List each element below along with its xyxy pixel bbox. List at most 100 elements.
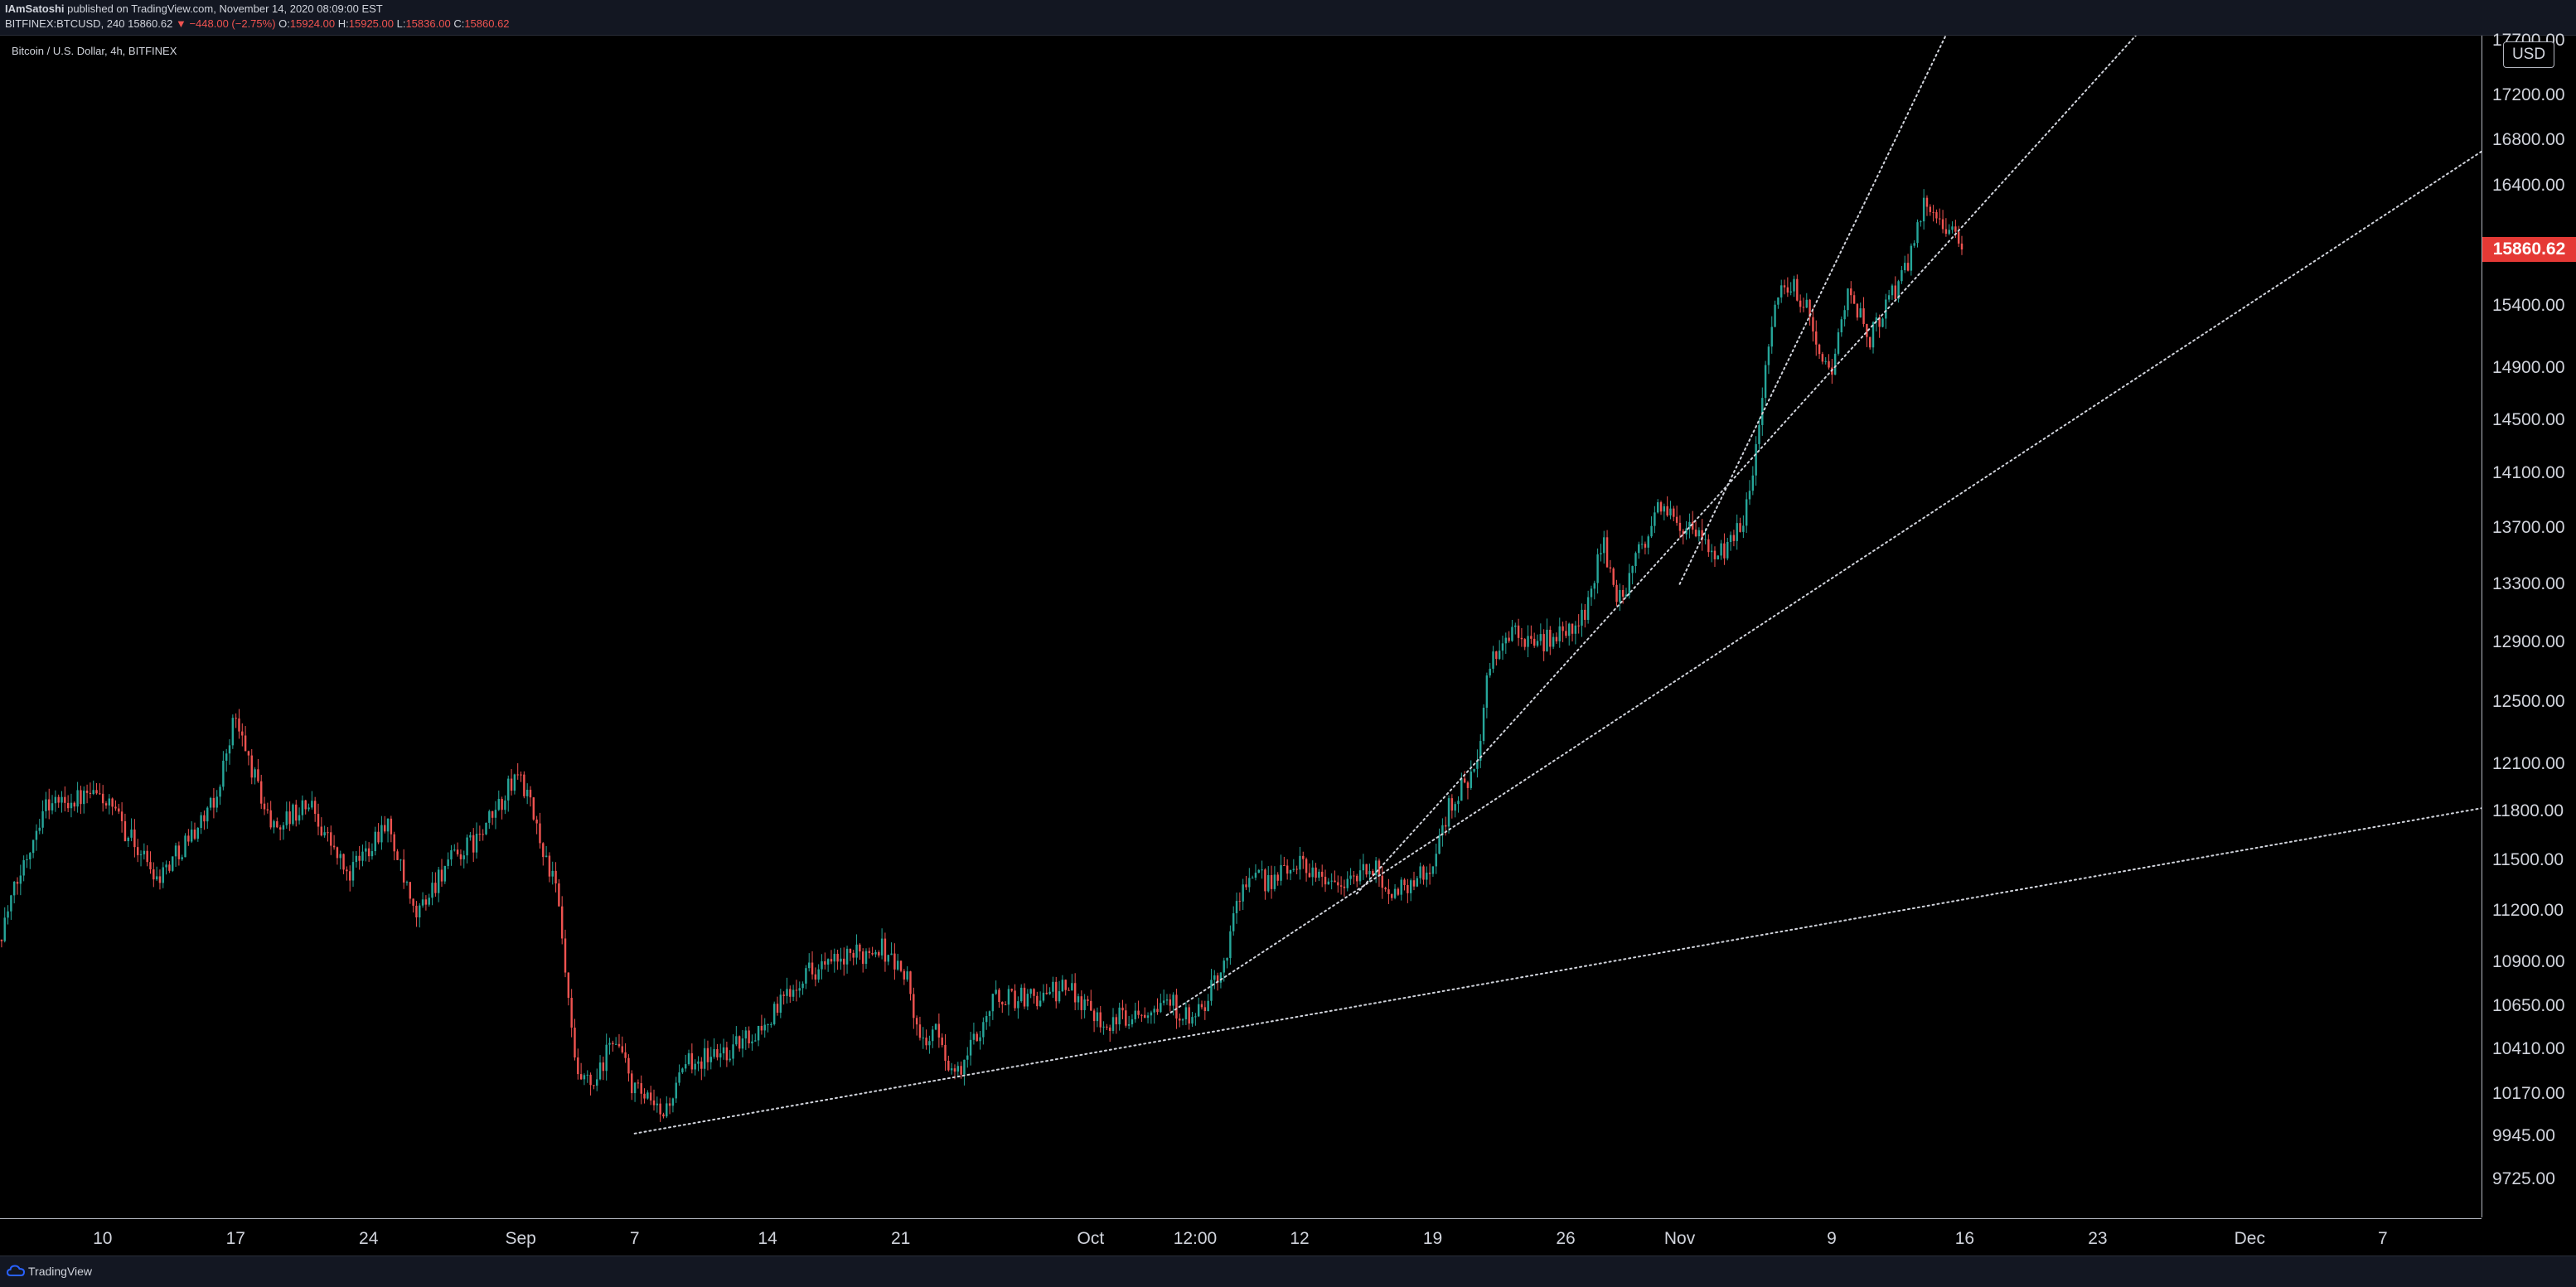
candle-body xyxy=(1729,535,1732,542)
candle-body xyxy=(985,1016,988,1023)
candle-body xyxy=(3,917,6,941)
candle-body xyxy=(767,1023,769,1025)
candle-body xyxy=(143,850,146,854)
candle-body xyxy=(1416,878,1419,887)
time-tick-label: 17 xyxy=(225,1229,245,1248)
candle-body xyxy=(127,837,129,842)
candle-body xyxy=(1504,637,1508,644)
symbol-line: BITFINEX:BTCUSD, 240 xyxy=(5,17,125,30)
candle-body xyxy=(1052,981,1054,992)
candle-body xyxy=(579,1074,583,1080)
candle-body xyxy=(64,796,66,803)
candle-body xyxy=(1010,989,1013,991)
candle-body xyxy=(868,951,871,953)
candle-body xyxy=(950,1068,953,1071)
candle-body xyxy=(1901,270,1903,282)
candle-body xyxy=(1663,506,1666,512)
candle-body xyxy=(250,755,253,778)
price-tick-label: 16800.00 xyxy=(2492,130,2565,150)
candle-body xyxy=(193,829,196,839)
candle-body xyxy=(399,859,402,861)
candle-body xyxy=(1920,221,1922,223)
candle-body xyxy=(35,830,38,840)
candle-body xyxy=(85,791,89,793)
candle-body xyxy=(1742,525,1745,532)
candle-body xyxy=(1536,641,1539,646)
candle-body xyxy=(1878,317,1881,327)
candle-body xyxy=(1257,869,1260,873)
candle-body xyxy=(1881,318,1884,327)
candle-body xyxy=(1387,889,1390,894)
candle-body xyxy=(529,789,532,798)
candle-body xyxy=(174,845,177,857)
candle-body xyxy=(643,1093,646,1099)
tradingview-brand[interactable]: TradingView xyxy=(28,1265,93,1278)
candle-body xyxy=(434,883,437,893)
candle-body xyxy=(1004,1004,1007,1005)
last-value: 15860.62 xyxy=(128,17,173,30)
candle-body xyxy=(735,1036,738,1045)
candle-body xyxy=(215,796,218,808)
candlestick-chart[interactable] xyxy=(0,36,2482,1217)
candle-body xyxy=(285,811,288,825)
time-tick-label: 26 xyxy=(1556,1229,1576,1248)
candle-body xyxy=(462,855,465,859)
candle-body xyxy=(1029,989,1032,994)
candle-body xyxy=(374,831,376,852)
candle-body xyxy=(770,1023,772,1025)
candle-body xyxy=(1087,999,1089,1001)
time-tick-label: 12:00 xyxy=(1173,1229,1218,1248)
price-axis[interactable]: 17700.00 17200.00 16800.00 16400.00 15400.00… xyxy=(2482,31,2576,1217)
candle-body xyxy=(893,953,896,970)
candle-body xyxy=(380,825,383,843)
candle-body xyxy=(878,951,880,956)
candle-body xyxy=(1232,913,1235,931)
candle-body xyxy=(884,938,887,962)
candle-body xyxy=(1897,281,1900,299)
candle-body xyxy=(1520,637,1523,640)
candle-body xyxy=(1248,878,1251,888)
candle-body xyxy=(485,822,487,835)
low-label: L: xyxy=(396,17,406,30)
candle-body xyxy=(532,797,535,820)
candle-body xyxy=(311,801,313,808)
footer: TradingView xyxy=(0,1256,2576,1287)
candle-body xyxy=(1283,864,1286,866)
candle-body xyxy=(1523,639,1526,647)
candle-body xyxy=(1799,300,1802,307)
candle-body xyxy=(450,849,453,860)
currency-badge[interactable]: USD xyxy=(2503,41,2554,68)
candle-body xyxy=(963,1059,966,1075)
candle-body xyxy=(1619,589,1621,602)
candle-body xyxy=(54,796,57,804)
candle-body xyxy=(453,849,456,851)
candle-body xyxy=(1650,525,1653,537)
candle-body xyxy=(520,774,522,776)
candle-body xyxy=(1600,553,1602,554)
candle-body xyxy=(80,790,82,805)
candle-body xyxy=(1761,398,1764,425)
candle-body xyxy=(1213,975,1216,980)
candle-body xyxy=(1767,346,1770,365)
candle-body xyxy=(1866,323,1868,337)
candle-body xyxy=(1431,866,1435,874)
candle-body xyxy=(1146,1015,1150,1018)
candle-body xyxy=(1571,623,1574,634)
candle-body xyxy=(327,832,329,834)
candle-body xyxy=(1096,1012,1099,1022)
candle-body xyxy=(684,1064,687,1069)
candle-body xyxy=(1264,869,1266,892)
time-tick-label: 7 xyxy=(2377,1229,2388,1248)
candle-body xyxy=(1675,516,1678,523)
candle-body xyxy=(478,834,482,835)
candle-body xyxy=(351,862,355,881)
candle-body xyxy=(570,998,573,1028)
candle-body xyxy=(937,1023,941,1038)
time-axis[interactable]: 10 17 24 Sep 7 14 21 Oct 12:00 12 19 26 Nov 9 16 23 Dec 7 xyxy=(0,1218,2482,1256)
author-name[interactable]: IAmSatoshi xyxy=(5,2,65,15)
candle-body xyxy=(1077,996,1080,1003)
candle-body xyxy=(1318,871,1320,878)
candle-body xyxy=(1847,288,1849,311)
candle-body xyxy=(1374,860,1378,876)
chart-pane[interactable] xyxy=(0,36,2482,1217)
